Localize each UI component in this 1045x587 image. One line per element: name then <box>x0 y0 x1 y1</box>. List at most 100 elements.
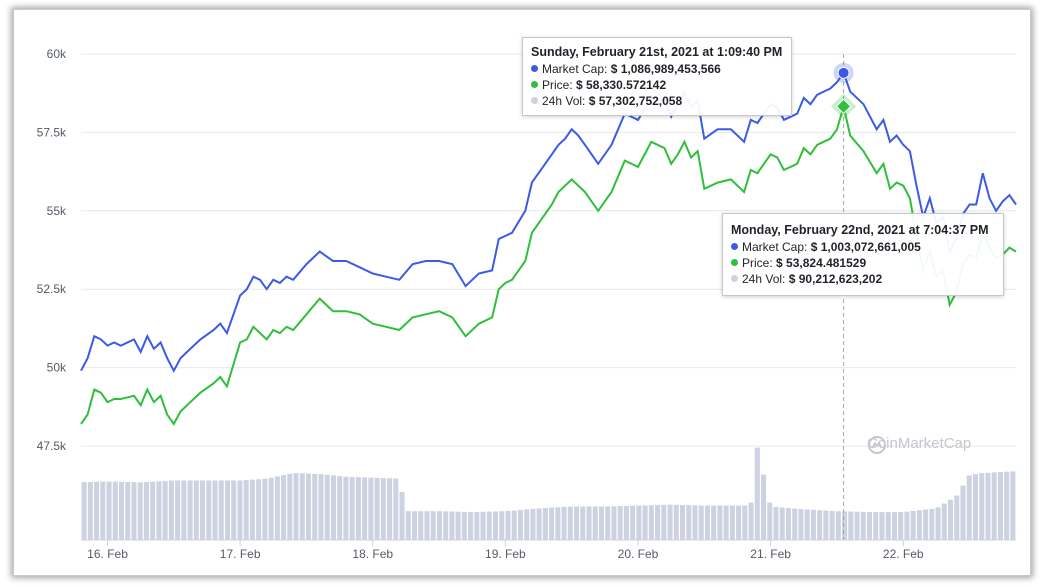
volume-bar <box>549 507 555 540</box>
volume-bar <box>960 485 966 540</box>
volume-bar <box>785 508 791 540</box>
volume-bar <box>636 505 642 540</box>
volume-bar <box>997 472 1003 540</box>
volume-bar <box>430 511 436 540</box>
volume-bar <box>792 508 798 540</box>
volume-bar <box>374 477 380 540</box>
volume-bar <box>617 506 623 540</box>
volume-bar <box>630 505 636 540</box>
market-cap-hover-marker <box>837 66 850 79</box>
volume-bar <box>754 447 760 540</box>
x-tick-label: 16. Feb <box>87 547 128 561</box>
volume-bar <box>586 506 592 540</box>
volume-bar <box>729 505 735 540</box>
tooltip-label: 24h Vol: <box>542 94 586 108</box>
volume-bar <box>474 511 480 540</box>
tooltip-value: $ 57,302,752,058 <box>588 94 683 108</box>
volume-bar <box>592 506 598 540</box>
volume-bar <box>206 480 212 540</box>
volume-bar <box>368 477 374 540</box>
volume-bar <box>723 505 729 540</box>
y-tick-label: 55k <box>47 204 67 218</box>
volume-bar <box>256 479 262 540</box>
volume-bar <box>399 491 405 540</box>
watermark-text: CoinMarketCap <box>867 435 972 452</box>
volume-bar <box>711 505 717 540</box>
volume-bar <box>94 481 100 540</box>
volume-bar <box>767 502 773 540</box>
volume-bar <box>748 502 754 540</box>
volume-bar <box>655 505 661 540</box>
volume-bar <box>542 507 548 540</box>
volume-bar <box>486 511 492 540</box>
tooltip-row-volume: 24h Vol: $ 57,302,752,058 <box>531 93 782 109</box>
volume-bar <box>555 507 561 540</box>
tooltip-row-price: Price: $ 53,824.481529 <box>731 255 989 271</box>
volume-bar <box>1010 471 1016 540</box>
volume-bar <box>667 504 673 540</box>
volume-bar <box>306 473 312 540</box>
volume-bar <box>362 477 368 540</box>
volume-bar <box>237 480 243 540</box>
volume-bar <box>337 476 343 540</box>
volume-bar <box>443 511 449 540</box>
volume-bar <box>742 505 748 540</box>
volume-bar <box>168 480 174 540</box>
volume-bar <box>916 510 922 540</box>
volume-bar <box>200 480 206 540</box>
volume-bar <box>468 512 474 540</box>
volume-bar <box>274 476 280 540</box>
volume-bar <box>517 509 523 540</box>
volume-bar <box>823 510 829 540</box>
price-dot-icon <box>531 81 538 88</box>
volume-bar <box>698 505 704 540</box>
x-tick-label: 17. Feb <box>220 547 261 561</box>
tooltip-label: Market Cap: <box>542 62 608 76</box>
tooltip-value: $ 1,086,989,453,566 <box>610 62 721 76</box>
volume-bar <box>704 505 710 540</box>
volume-bar <box>867 512 873 540</box>
volume-bar <box>598 506 604 540</box>
volume-bar <box>262 478 268 540</box>
volume-bar <box>324 474 330 540</box>
series-price-line[interactable] <box>80 106 1017 426</box>
volume-bar <box>231 480 237 540</box>
volume-dot-icon <box>531 97 538 104</box>
volume-bar <box>817 510 823 540</box>
volume-bar <box>499 511 505 540</box>
volume-bar <box>162 480 168 540</box>
volume-bar <box>112 481 118 540</box>
volume-bar <box>299 473 305 540</box>
volume-bar <box>829 510 835 540</box>
tooltip-row-price: Price: $ 58,330.572142 <box>531 77 782 93</box>
volume-bar <box>810 509 816 540</box>
volume-bar <box>405 511 411 540</box>
volume-bar <box>972 474 978 540</box>
volume-bar <box>143 482 149 540</box>
volume-bar <box>873 512 879 540</box>
volume-bar <box>480 511 486 540</box>
x-tick-label: 22. Feb <box>883 547 924 561</box>
volume-bar <box>692 505 698 540</box>
volume-bar <box>436 511 442 540</box>
price-chart[interactable]: 47.5k 50k 52.5k 55k 57.5k 60k 16. Feb 17. Feb 18… <box>14 10 1030 575</box>
volume-bar <box>312 473 318 540</box>
volume-bar <box>935 507 941 540</box>
tooltip-label: 24h Vol: <box>742 272 786 286</box>
tooltip-feb-22: Monday, February 22nd, 2021 at 7:04:37 P… <box>722 213 1004 296</box>
volume-bar <box>673 504 679 540</box>
volume-bar <box>530 508 536 540</box>
axis-ticks: 47.5k 50k 52.5k 55k 57.5k 60k 16. Feb 17. Feb 18… <box>37 47 1016 561</box>
volume-bar <box>848 511 854 540</box>
tooltip-value: $ 53,824.481529 <box>776 256 867 270</box>
volume-bar <box>281 475 287 540</box>
tooltip-label: Price: <box>542 78 573 92</box>
volume-bar <box>411 511 417 540</box>
y-tick-label: 52.5k <box>37 282 67 296</box>
series-market-cap-line[interactable] <box>80 70 1017 373</box>
volume-bar <box>131 482 137 540</box>
volume-bar <box>642 505 648 540</box>
volume-bar <box>380 478 386 540</box>
volume-bar <box>761 474 767 540</box>
volume-bar <box>611 506 617 540</box>
